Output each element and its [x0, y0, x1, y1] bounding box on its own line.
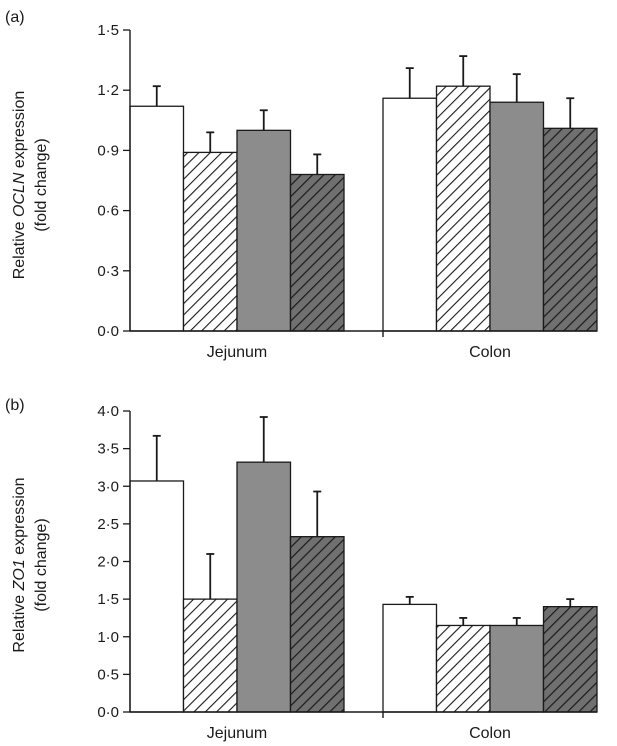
panel-b-category-label-colon: Colon — [469, 725, 511, 742]
panel-b-y-axis-label: Relative ZO1 expression — [11, 477, 28, 652]
panel-b-y-axis-label-units: (fold change) — [33, 518, 50, 611]
panel-b-y-tick-label: 2·0 — [97, 554, 119, 571]
panel-a-y-axis-label: Relative OCLN expression — [11, 91, 28, 280]
panel-a-y-tick-label: 1·5 — [97, 22, 119, 39]
panel-b-category-label-jejunum: Jejunum — [207, 725, 267, 742]
panel-b-bar-colon-2 — [435, 624, 491, 713]
panel-b-y-tick-label: 0·0 — [97, 704, 119, 721]
panel-b-bar-jejunum-4 — [289, 536, 345, 713]
panel-b-y-tick-label: 0·5 — [97, 666, 119, 683]
panel-a-category-label-colon: Colon — [469, 344, 511, 361]
panel-a-y-tick-label: 0·0 — [97, 323, 119, 340]
panel-a-bar-colon-3 — [489, 101, 545, 332]
panel-a-bar-jejunum-3 — [236, 129, 292, 332]
panel-a-y-tick-label: 0·9 — [97, 142, 119, 159]
panel-b-label: (b) — [5, 397, 25, 414]
panel-b-bar-colon-3 — [489, 624, 545, 713]
panel-b-plot-area: 0·0 0·5 1·0 1·5 2·0 2·5 3·0 3·5 4·0 Jejunum Colon — [97, 403, 598, 742]
panel-a-category-label-jejunum: Jejunum — [207, 344, 267, 361]
panel-b-y-tick-label: 3·5 — [97, 441, 119, 458]
panel-b-bar-jejunum-1 — [129, 480, 185, 713]
panel-b-y-tick-label: 1·0 — [97, 629, 119, 646]
panel-a-bar-jejunum-2 — [182, 151, 238, 332]
panel-b-bar-colon-1 — [382, 603, 438, 713]
panel-a-bar-jejunum-1 — [129, 105, 185, 332]
panel-b-zo1-chart: (b) Relative ZO1 expression (fold change… — [5, 397, 598, 742]
panel-a-label: (a) — [5, 9, 25, 26]
panel-a-y-tick-label: 0·6 — [97, 203, 119, 220]
panel-a-plot-area: 0·0 0·3 0·6 0·9 1·2 1·5 Jejunum Colon — [97, 22, 598, 361]
panel-a-bar-jejunum-4 — [289, 173, 345, 332]
panel-a-y-axis-label-units: (fold change) — [33, 138, 50, 231]
panel-b-y-tick-label: 4·0 — [97, 403, 119, 420]
panel-b-y-tick-label: 3·0 — [97, 478, 119, 495]
panel-b-y-tick-label: 2·5 — [97, 516, 119, 533]
panel-a-bar-colon-4 — [542, 127, 598, 332]
panel-b-y-tick-label: 1·5 — [97, 591, 119, 608]
panel-a-y-tick-label: 0·3 — [97, 263, 119, 280]
panel-a-y-tick-label: 1·2 — [97, 82, 119, 99]
panel-b-bar-jejunum-2 — [182, 598, 238, 713]
panel-b-bar-jejunum-3 — [236, 461, 292, 713]
panel-a-bar-colon-1 — [382, 97, 438, 332]
panel-a-ocln-chart: (a) Relative OCLN expression (fold chang… — [5, 9, 598, 361]
panel-b-bar-colon-4 — [542, 606, 598, 713]
panel-a-bar-colon-2 — [435, 85, 491, 332]
